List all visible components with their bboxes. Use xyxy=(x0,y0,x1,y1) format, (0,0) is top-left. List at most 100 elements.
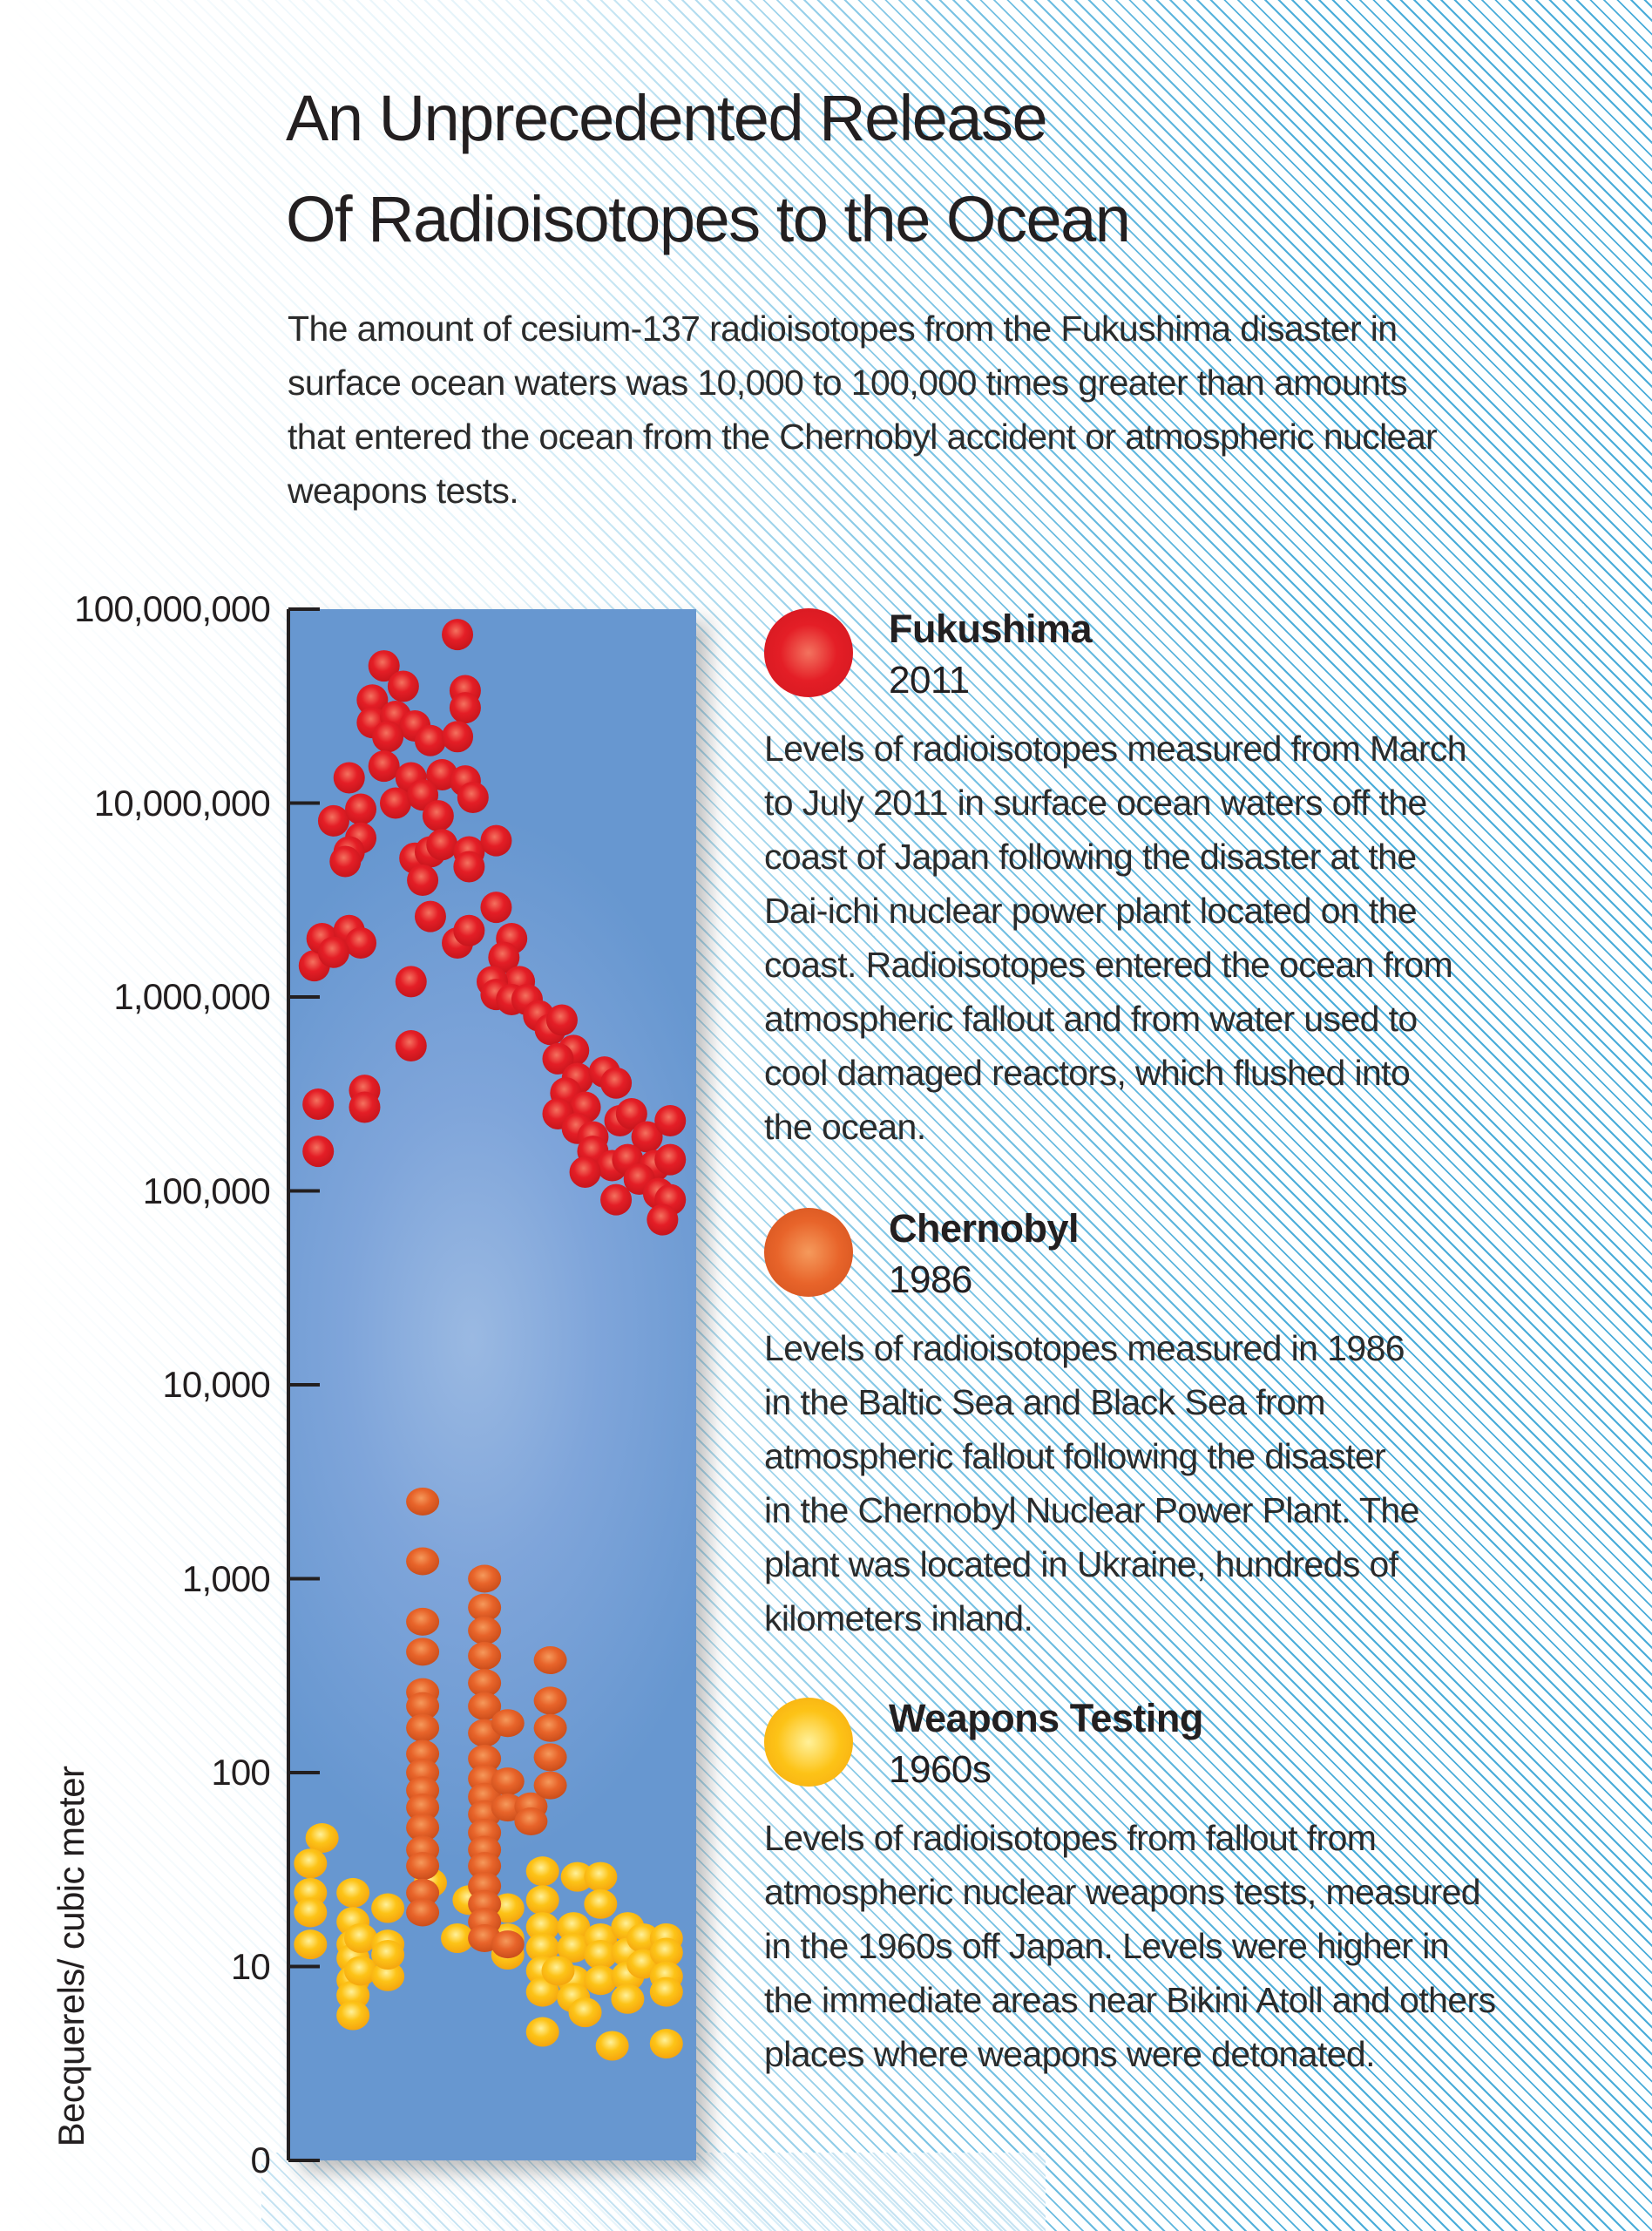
chernobyl-point xyxy=(406,1487,440,1516)
subtitle-line: surface ocean waters was 10,000 to 100,0… xyxy=(288,363,1408,403)
fukushima-point xyxy=(442,619,474,651)
subtitle-line: The amount of cesium-137 radioisotopes f… xyxy=(288,309,1398,349)
weapons-testing-point xyxy=(557,1932,591,1963)
fukushima-point xyxy=(414,724,446,756)
weapons-testing-point xyxy=(626,1922,660,1953)
fukushima-point xyxy=(426,829,458,861)
fukushima-point xyxy=(453,851,485,883)
weapons-testing-point xyxy=(595,2031,629,2061)
weapons-testing-point xyxy=(344,1956,378,1986)
chernobyl-point xyxy=(406,1638,440,1666)
weapons-testing-point xyxy=(584,1889,618,1919)
y-tick-label: 1,000,000 xyxy=(113,976,270,1017)
desc-line: plant was located in Ukraine, hundreds o… xyxy=(764,1544,1398,1584)
fukushima-point xyxy=(569,1156,601,1188)
chernobyl-point xyxy=(468,1669,502,1698)
chernobyl-point xyxy=(468,1692,502,1720)
fukushima-point xyxy=(488,941,520,973)
weapons-testing-point xyxy=(305,1823,339,1854)
chernobyl-point xyxy=(491,1767,525,1796)
chernobyl-point xyxy=(468,1745,502,1773)
y-tick-label: 100 xyxy=(211,1752,270,1793)
fukushima-point xyxy=(422,800,454,832)
chernobyl-point xyxy=(468,1593,502,1622)
weapons-testing-point xyxy=(525,1856,559,1887)
fukushima-point xyxy=(395,1030,427,1062)
fukushima-point xyxy=(372,721,404,753)
fukushima-point xyxy=(349,1091,381,1123)
weapons-testing-point xyxy=(611,1983,645,2014)
legend-name: Weapons Testing xyxy=(889,1696,1203,1740)
weapons-testing-point xyxy=(371,1893,405,1923)
y-tick-label: 100,000 xyxy=(142,1170,271,1211)
fukushima-point xyxy=(654,1105,687,1137)
fukushima-point xyxy=(395,966,427,998)
chernobyl-point xyxy=(406,1607,440,1636)
desc-line: places where weapons were detonated. xyxy=(764,2034,1376,2074)
weapons-testing-point xyxy=(584,1939,618,1970)
legend-year: 1986 xyxy=(889,1258,972,1301)
page-title: An Unprecedented Release Of Radioisotope… xyxy=(286,68,1131,270)
chernobyl-point xyxy=(514,1807,548,1836)
weapons-testing-point xyxy=(560,1861,594,1892)
weapons-testing-point xyxy=(525,1885,559,1916)
fukushima-point xyxy=(615,1097,647,1129)
fukushima-point xyxy=(345,793,377,825)
chernobyl-point xyxy=(406,1547,440,1576)
weapons-testing-point xyxy=(525,1977,559,2007)
title-line: An Unprecedented Release xyxy=(286,82,1048,154)
desc-line: the ocean. xyxy=(764,1107,926,1147)
fukushima-point xyxy=(368,750,400,783)
weapons-testing-point xyxy=(649,2029,683,2059)
y-tick-label: 100,000,000 xyxy=(74,588,271,629)
desc-line: in the Chernobyl Nuclear Power Plant. Th… xyxy=(764,1490,1419,1530)
subtitle-line: that entered the ocean from the Chernoby… xyxy=(288,417,1438,457)
chernobyl-point xyxy=(533,1743,567,1772)
chernobyl-point xyxy=(468,1564,502,1593)
legend-description: Levels of radioisotopes measured from Ma… xyxy=(764,722,1467,1154)
title-line: Of Radioisotopes to the Ocean xyxy=(286,183,1131,255)
fukushima-point xyxy=(631,1121,663,1153)
chernobyl-point xyxy=(406,1814,440,1842)
fukushima-point xyxy=(453,914,485,946)
chernobyl-point xyxy=(491,1930,525,1959)
desc-line: coast. Radioisotopes entered the ocean f… xyxy=(764,945,1453,985)
chernobyl-point xyxy=(533,1771,567,1800)
chernobyl-point xyxy=(468,1642,502,1671)
fukushima-point xyxy=(329,845,362,878)
weapons-testing-point xyxy=(525,1932,559,1963)
fukushima-point xyxy=(407,865,439,897)
weapons-testing-point xyxy=(568,1997,602,2028)
chernobyl-point xyxy=(468,1617,502,1645)
fukushima-point xyxy=(356,684,389,716)
y-tick-label: 10,000 xyxy=(162,1364,270,1405)
y-tick-label: 0 xyxy=(250,2139,270,2180)
fukushima-point xyxy=(457,781,489,813)
weapons-testing-point xyxy=(557,1912,591,1943)
fukushima-point xyxy=(545,1004,578,1036)
desc-line: cool damaged reactors, which flushed int… xyxy=(764,1053,1411,1093)
desc-line: in the 1960s off Japan. Levels were high… xyxy=(764,1926,1450,1966)
legend-year: 2011 xyxy=(889,659,970,702)
weapons-testing-point xyxy=(294,1897,328,1928)
fukushima-point xyxy=(387,670,419,702)
fukushima-point xyxy=(368,650,400,682)
legend-name: Chernobyl xyxy=(889,1206,1080,1251)
legend-description: Levels of radioisotopes from fallout fro… xyxy=(764,1811,1496,2081)
desc-line: in the Baltic Sea and Black Sea from xyxy=(764,1382,1325,1422)
weapons-testing-point xyxy=(525,1912,559,1943)
fukushima-point xyxy=(414,900,446,932)
desc-line: atmospheric fallout following the disast… xyxy=(764,1436,1386,1476)
weapons-testing-point xyxy=(541,1956,575,1986)
chernobyl-point xyxy=(406,1692,440,1720)
chernobyl-point xyxy=(491,1709,525,1738)
fukushima-point xyxy=(317,936,349,968)
legend-year: 1960s xyxy=(889,1748,992,1791)
subtitle-line: weapons tests. xyxy=(288,471,519,511)
fukushima-point xyxy=(480,824,512,857)
desc-line: Levels of radioisotopes measured in 1986 xyxy=(764,1328,1405,1368)
fukushima-point xyxy=(480,892,512,924)
chernobyl-point xyxy=(468,1852,502,1881)
desc-line: atmospheric nuclear weapons tests, measu… xyxy=(764,1872,1481,1912)
chernobyl-point xyxy=(406,1852,440,1881)
